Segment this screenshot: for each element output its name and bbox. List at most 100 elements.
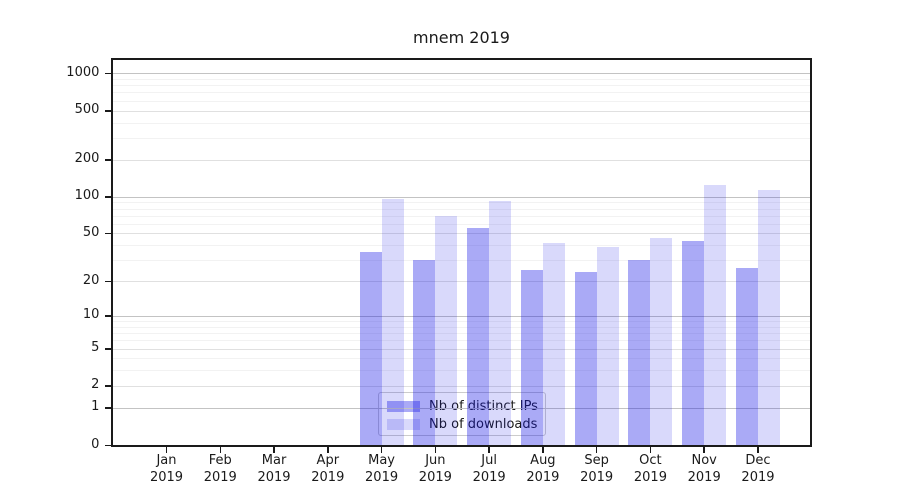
- bar-distinct-ips-may: [359, 252, 382, 445]
- x-tick-label-month: Aug: [530, 453, 556, 468]
- grid-line: [113, 326, 810, 328]
- grid-line: [113, 137, 810, 139]
- y-tick: [105, 315, 112, 317]
- x-tick: [165, 446, 168, 453]
- grid-line: [113, 358, 810, 360]
- bar-downloads-dec: [757, 190, 780, 445]
- y-tick-label: 5: [91, 340, 100, 356]
- legend-item-downloads: Nb of downloads: [387, 416, 537, 433]
- grid-line: [113, 245, 810, 247]
- x-tick-label-month: Apr: [316, 453, 340, 468]
- y-tick: [105, 232, 112, 235]
- legend-label-distinct-ips: Nb of distinct IPs: [429, 399, 538, 414]
- x-tick-label-year: 2019: [257, 470, 291, 485]
- x-tick-label-year: 2019: [472, 470, 506, 485]
- x-tick-label-month: Jul: [481, 453, 497, 468]
- x-tick: [488, 446, 490, 453]
- legend: Nb of distinct IPs Nb of downloads: [378, 392, 546, 436]
- grid-line: [113, 385, 810, 387]
- y-tick-label: 2: [91, 377, 100, 393]
- x-tick-label-year: 2019: [580, 470, 614, 485]
- y-tick-label: 100: [74, 188, 100, 204]
- x-tick-label-month: May: [368, 453, 396, 468]
- grid-line: [113, 208, 810, 210]
- legend-label-downloads: Nb of downloads: [429, 417, 538, 432]
- x-tick: [380, 446, 383, 453]
- bar-downloads-jul: [489, 201, 512, 445]
- grid-line: [113, 122, 810, 124]
- x-tick: [703, 446, 705, 453]
- grid-line: [113, 281, 810, 283]
- x-tick: [595, 446, 598, 453]
- legend-swatch-downloads: [387, 419, 420, 430]
- x-tick: [327, 446, 329, 453]
- x-tick-label-month: Mar: [261, 453, 287, 468]
- bar-distinct-ips-aug: [520, 269, 543, 445]
- y-tick-label: 50: [82, 224, 100, 240]
- x-tick-label-month: Dec: [745, 453, 771, 468]
- x-tick-label-month: Feb: [208, 453, 232, 468]
- x-tick-label-year: 2019: [203, 470, 237, 485]
- y-tick: [105, 385, 112, 387]
- grid-line: [113, 321, 810, 323]
- x-tick-label-year: 2019: [526, 470, 560, 485]
- y-tick: [105, 280, 112, 283]
- y-tick-label: 500: [74, 102, 100, 118]
- y-tick: [105, 196, 112, 198]
- grid-line: [113, 315, 810, 317]
- bar-distinct-ips-nov: [682, 241, 705, 445]
- legend-swatch-distinct-ips: [387, 401, 420, 412]
- bar-downloads-sep: [596, 246, 619, 445]
- x-tick-label-year: 2019: [418, 470, 452, 485]
- x-tick-label-month: Jun: [425, 453, 446, 468]
- y-tick: [105, 444, 112, 446]
- y-tick-label: 1000: [66, 64, 100, 80]
- x-tick-label-month: Jan: [156, 453, 177, 468]
- x-tick: [542, 446, 544, 453]
- y-tick: [105, 407, 112, 409]
- x-tick: [649, 446, 652, 453]
- x-tick: [757, 446, 759, 453]
- grid-line: [113, 100, 810, 102]
- y-tick-label: 200: [74, 151, 100, 167]
- x-tick-label-month: Oct: [639, 453, 662, 468]
- grid-line: [113, 73, 810, 75]
- y-tick-label: 10: [82, 307, 100, 323]
- bar-downloads-jun: [435, 215, 458, 445]
- grid-line: [113, 78, 810, 80]
- bar-distinct-ips-dec: [735, 267, 758, 445]
- x-tick: [273, 446, 275, 453]
- grid-line: [113, 92, 810, 94]
- axis-spine-bottom: [111, 445, 812, 447]
- axis-spine-left: [111, 60, 113, 447]
- bar-downloads-may: [381, 198, 404, 445]
- grid-line: [113, 215, 810, 217]
- x-tick-label-year: 2019: [311, 470, 345, 485]
- y-tick-label: 20: [82, 272, 100, 288]
- x-tick-label-year: 2019: [149, 470, 184, 485]
- grid-line: [113, 407, 810, 409]
- grid-line: [113, 85, 810, 87]
- bar-distinct-ips-jun: [413, 260, 436, 445]
- grid-line: [113, 202, 810, 204]
- bar-distinct-ips-jul: [467, 228, 490, 445]
- chart-title: mnem 2019: [413, 28, 510, 47]
- y-tick: [105, 72, 112, 75]
- x-tick-label-month: Sep: [584, 453, 609, 468]
- grid-line: [113, 223, 810, 225]
- legend-item-distinct-ips: Nb of distinct IPs: [387, 398, 538, 415]
- grid-line: [113, 159, 810, 161]
- grid-line: [113, 260, 810, 262]
- grid-line: [113, 370, 810, 372]
- bar-downloads-oct: [650, 237, 673, 445]
- x-tick-label-year: 2019: [633, 470, 667, 485]
- y-tick-label: 1: [91, 399, 100, 415]
- grid-line: [113, 233, 810, 235]
- bar-downloads-aug: [542, 242, 565, 445]
- grid-line: [113, 340, 810, 342]
- bar-downloads-nov: [704, 185, 727, 445]
- x-tick-label-year: 2019: [741, 470, 775, 485]
- y-tick: [105, 110, 112, 112]
- x-tick-label-month: Nov: [691, 453, 717, 468]
